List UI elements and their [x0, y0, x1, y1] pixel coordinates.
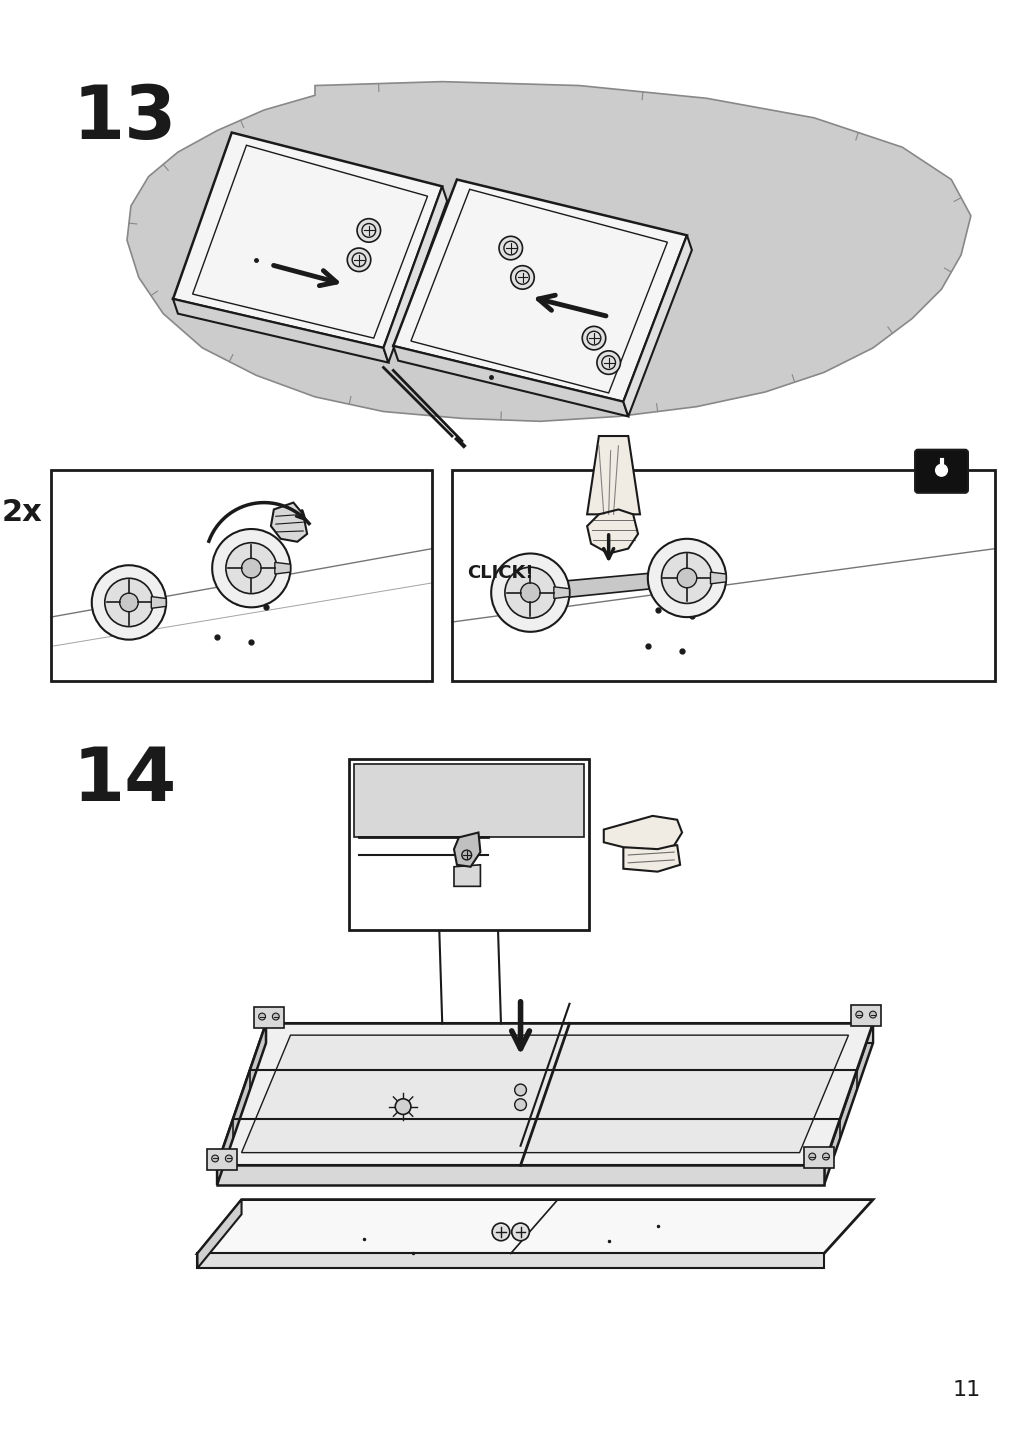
- Circle shape: [855, 1011, 861, 1018]
- Circle shape: [808, 1153, 815, 1160]
- Circle shape: [520, 583, 540, 603]
- Polygon shape: [173, 133, 442, 348]
- Polygon shape: [393, 179, 686, 402]
- Circle shape: [272, 1012, 279, 1020]
- Circle shape: [212, 528, 290, 607]
- Circle shape: [647, 538, 726, 617]
- Polygon shape: [553, 587, 569, 599]
- Polygon shape: [197, 1200, 242, 1269]
- Bar: [51, 470, 432, 680]
- Circle shape: [395, 1098, 410, 1114]
- Circle shape: [259, 1012, 265, 1020]
- Polygon shape: [565, 573, 651, 597]
- Circle shape: [225, 1156, 232, 1161]
- Polygon shape: [454, 865, 480, 886]
- Bar: [452, 470, 995, 680]
- Polygon shape: [623, 235, 692, 417]
- Circle shape: [498, 236, 522, 259]
- Bar: [254, 1007, 283, 1028]
- Polygon shape: [271, 503, 306, 541]
- Circle shape: [211, 1156, 218, 1161]
- Text: CLICK!: CLICK!: [466, 564, 533, 581]
- Polygon shape: [586, 435, 639, 514]
- Polygon shape: [823, 1024, 872, 1184]
- Polygon shape: [623, 845, 679, 872]
- Polygon shape: [383, 186, 447, 362]
- Circle shape: [242, 558, 261, 579]
- Circle shape: [822, 1153, 829, 1160]
- Text: 13: 13: [72, 82, 176, 155]
- Bar: [850, 1005, 880, 1027]
- Polygon shape: [604, 816, 681, 849]
- Polygon shape: [454, 832, 480, 866]
- FancyBboxPatch shape: [914, 450, 967, 493]
- Polygon shape: [710, 573, 726, 584]
- Polygon shape: [151, 597, 166, 609]
- Bar: [804, 1147, 833, 1169]
- Text: 14: 14: [72, 745, 176, 818]
- Circle shape: [119, 593, 139, 611]
- Circle shape: [504, 567, 555, 619]
- Polygon shape: [127, 82, 970, 421]
- Polygon shape: [586, 510, 637, 554]
- Circle shape: [515, 1084, 526, 1095]
- Circle shape: [596, 351, 620, 374]
- Polygon shape: [217, 1024, 872, 1166]
- Bar: [207, 1148, 237, 1170]
- Polygon shape: [173, 299, 388, 362]
- Circle shape: [461, 851, 471, 859]
- Polygon shape: [393, 347, 628, 417]
- Circle shape: [661, 553, 712, 603]
- Circle shape: [225, 543, 277, 594]
- Circle shape: [490, 554, 569, 632]
- Bar: [349, 759, 588, 931]
- Circle shape: [105, 579, 153, 627]
- Circle shape: [512, 1223, 529, 1240]
- Circle shape: [868, 1011, 876, 1018]
- Circle shape: [935, 464, 946, 477]
- Polygon shape: [266, 1024, 872, 1042]
- Polygon shape: [217, 1166, 823, 1184]
- Circle shape: [347, 248, 370, 272]
- Polygon shape: [242, 1035, 847, 1153]
- Polygon shape: [197, 1200, 872, 1253]
- Polygon shape: [354, 763, 583, 838]
- Text: 2x: 2x: [2, 498, 42, 527]
- Polygon shape: [197, 1253, 823, 1269]
- Circle shape: [511, 266, 534, 289]
- Circle shape: [581, 326, 606, 349]
- Circle shape: [491, 1223, 510, 1240]
- Circle shape: [676, 569, 697, 587]
- Polygon shape: [217, 1024, 266, 1184]
- Circle shape: [357, 219, 380, 242]
- Text: 11: 11: [951, 1380, 980, 1400]
- Polygon shape: [275, 563, 290, 574]
- Circle shape: [92, 566, 166, 640]
- Circle shape: [515, 1098, 526, 1111]
